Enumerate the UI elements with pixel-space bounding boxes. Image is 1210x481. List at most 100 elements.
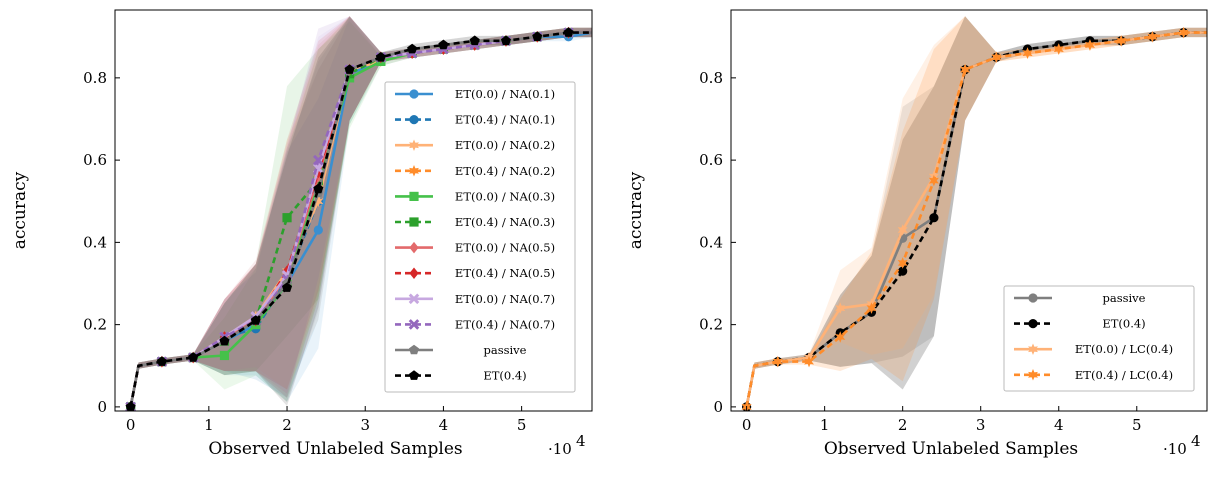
legend-label-8: ET(0.0) / NA(0.7) [455, 292, 555, 306]
y-tick-label-3: 0.6 [83, 151, 107, 169]
legend-label-9: ET(0.4) / NA(0.7) [455, 317, 555, 331]
data-point-0-7 [313, 225, 323, 235]
y-tick-label-2: 0.4 [699, 233, 723, 251]
x-exponent-label: ·10 [548, 440, 572, 458]
data-point-2-7 [313, 195, 324, 207]
band-11 [130, 16, 592, 407]
data-point-9-7 [313, 154, 324, 166]
data-point-3-8 [960, 63, 971, 76]
legend-marker-0 [1028, 293, 1038, 303]
band-2 [130, 16, 592, 407]
data-point-11-10 [407, 43, 418, 54]
legend-label-3: ET(0.4) / LC(0.4) [1075, 368, 1173, 382]
legend: passive ET(0.4) ET(0.0) / LC(0.4) ET(0.4) /… [1003, 285, 1195, 392]
legend-label-5: ET(0.4) / NA(0.3) [455, 215, 555, 229]
data-point-3-13 [1116, 35, 1127, 47]
band-1 [746, 16, 1207, 407]
band-0 [746, 16, 1207, 407]
data-point-3-14 [1147, 30, 1158, 43]
y-axis-label: accuracy [10, 171, 30, 249]
legend-box [384, 81, 576, 393]
x-axis-label: Observed Unlabeled Samples [824, 439, 1078, 459]
data-point-2-4 [835, 302, 846, 314]
plot-area [741, 16, 1207, 411]
legend-label-11: ET(0.4) [483, 369, 526, 383]
legend-label-3: ET(0.4) / NA(0.2) [455, 164, 555, 178]
axes-frame [730, 9, 1208, 412]
y-tick-label-0: 0 [713, 398, 723, 416]
data-point-3-9 [991, 51, 1002, 64]
band-0 [130, 17, 592, 407]
band-10 [130, 16, 592, 407]
data-point-11-12 [469, 35, 480, 46]
data-point-3-2 [772, 355, 783, 368]
legend-label-10: passive [483, 343, 526, 357]
x-tick-label-4: 4 [1054, 416, 1064, 434]
data-point-4-4 [219, 350, 230, 361]
x-tick-label-2: 2 [898, 416, 908, 434]
x-tick-label-5: 5 [1132, 416, 1142, 434]
data-point-3-5 [866, 302, 877, 314]
data-point-3-15 [1178, 26, 1189, 39]
legend-marker-9 [408, 319, 420, 330]
legend-marker-11 [408, 370, 420, 380]
y-tick-label-4: 0.8 [699, 69, 723, 87]
legend-marker-6 [409, 241, 419, 254]
band-3 [746, 16, 1207, 407]
legend-label-2: ET(0.0) / LC(0.4) [1075, 342, 1173, 356]
data-point-3-4 [835, 331, 846, 343]
legend-label-1: ET(0.4) / NA(0.1) [455, 113, 555, 127]
legend-marker-0 [409, 89, 419, 99]
data-point-11-5 [250, 315, 261, 325]
x-tick-label-3: 3 [976, 416, 986, 434]
data-point-11-11 [438, 39, 449, 50]
legend-marker-3 [1028, 369, 1038, 381]
band-1 [130, 16, 592, 407]
data-point-3-6 [897, 257, 908, 269]
legend-label-7: ET(0.4) / NA(0.5) [455, 266, 555, 280]
band-6 [130, 16, 592, 407]
legend-marker-3 [409, 165, 419, 177]
data-point-5-6 [282, 213, 292, 223]
legend-label-2: ET(0.0) / NA(0.2) [455, 138, 555, 152]
data-point-1-7 [929, 213, 939, 223]
data-point-11-6 [282, 282, 293, 292]
legend-marker-7 [409, 267, 419, 279]
x-tick-label-4: 4 [439, 416, 449, 434]
legend-box [1003, 285, 1195, 392]
band-7 [130, 16, 592, 407]
band-2 [746, 16, 1207, 407]
x-tick-label-1: 1 [204, 416, 214, 434]
legend-marker-4 [409, 191, 419, 201]
band-4 [130, 21, 592, 407]
legend: ET(0.0) / NA(0.1) ET(0.4) / NA(0.1) ET(0.0… [384, 81, 576, 393]
axes-frame [114, 9, 593, 412]
data-point-2-6 [897, 224, 908, 236]
plot-area [125, 16, 592, 411]
x-tick-label-0: 0 [742, 416, 752, 434]
band-3 [130, 16, 592, 407]
x-tick-label-3: 3 [360, 416, 370, 434]
x-exponent-power: 4 [576, 432, 586, 450]
x-tick-label-5: 5 [517, 416, 527, 434]
data-point-11-13 [500, 35, 512, 46]
legend-marker-1 [409, 115, 419, 125]
legend-label-4: ET(0.0) / NA(0.3) [455, 189, 555, 203]
data-point-3-7 [928, 174, 939, 187]
data-point-11-3 [188, 352, 199, 362]
x-tick-label-1: 1 [820, 416, 830, 434]
y-tick-label-3: 0.6 [699, 151, 723, 169]
legend-label-0: ET(0.0) / NA(0.1) [455, 87, 555, 101]
y-tick-label-1: 0.2 [83, 316, 107, 334]
legend-label-6: ET(0.0) / NA(0.5) [455, 241, 555, 255]
band-5 [130, 17, 592, 407]
data-point-11-9 [375, 52, 386, 62]
x-tick-label-0: 0 [126, 416, 136, 434]
legend-marker-1 [1028, 319, 1038, 329]
x-exponent-power: 4 [1191, 432, 1201, 450]
data-point-3-3 [804, 355, 815, 368]
legend-label-0: passive [1102, 291, 1145, 305]
band-9 [130, 16, 592, 407]
left-chart: 0 1 2 3 4 5 0 0.2 0.4 0.6 0.8 Observed Unlabeled Sa… [10, 9, 593, 459]
